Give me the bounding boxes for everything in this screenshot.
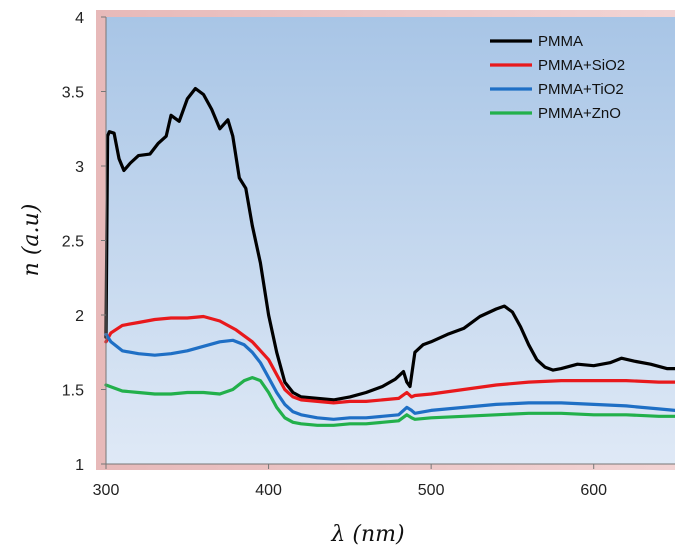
legend-label: PMMA+TiO2 [538, 81, 624, 98]
y-tick-label: 1 [75, 457, 84, 474]
legend: PMMA PMMA+SiO2 PMMA+TiO2 PMMA+ZnO [490, 33, 625, 122]
y-tick-label: 3 [75, 159, 84, 176]
y-axis-label: n (a.u) [19, 204, 44, 277]
y-tick-label: 1.5 [62, 383, 84, 400]
series-line-pmma-zno [104, 376, 675, 427]
x-tick-label: 400 [255, 482, 282, 499]
y-axis-ticks: 1 1.5 2 2.5 3 3.5 4 [62, 10, 106, 474]
legend-label: PMMA+ZnO [538, 105, 621, 122]
y-tick-label: 3.5 [62, 85, 84, 102]
series-line-pmma [104, 86, 675, 402]
series-layer [104, 86, 675, 427]
y-tick-label: 2.5 [62, 234, 84, 251]
x-tick-label: 300 [93, 482, 120, 499]
series-line-pmma-tio2 [104, 332, 675, 421]
legend-label: PMMA+SiO2 [538, 57, 625, 74]
x-axis-ticks: 300 400 500 600 [93, 464, 607, 499]
legend-label: PMMA [538, 33, 583, 50]
y-tick-label: 4 [75, 10, 84, 27]
x-tick-label: 500 [418, 482, 445, 499]
series-line-pmma-sio2 [104, 314, 675, 405]
y-tick-label: 2 [75, 308, 84, 325]
x-tick-label: 600 [580, 482, 607, 499]
x-axis-label: λ (nm) [330, 522, 404, 547]
